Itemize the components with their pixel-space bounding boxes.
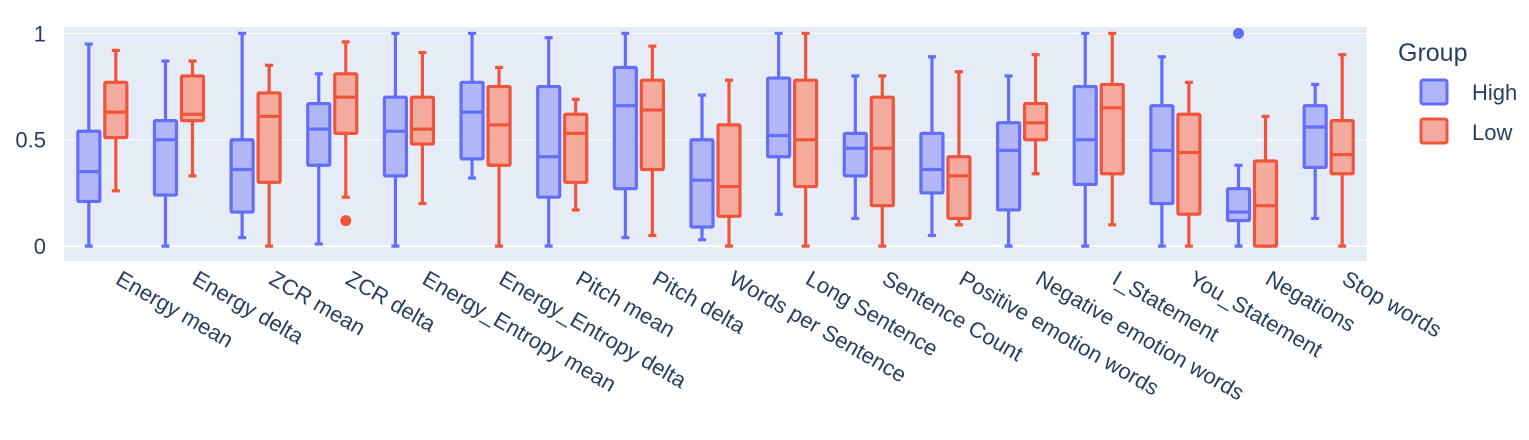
box-high-13[interactable]	[995, 74, 1022, 248]
legend: Group High Low	[1398, 39, 1517, 145]
iqr-box	[612, 65, 638, 191]
iqr-box	[409, 95, 436, 146]
legend-label-high: High	[1472, 80, 1517, 105]
iqr-box	[256, 91, 282, 184]
iqr-box	[919, 131, 945, 195]
box-low-13[interactable]	[1022, 53, 1049, 176]
box-high-15[interactable]	[1149, 55, 1175, 248]
iqr-box	[1329, 118, 1355, 176]
box-high-5[interactable]	[382, 31, 409, 248]
x-tick-label: Stop words	[1338, 266, 1446, 343]
box-low-16[interactable]	[1252, 114, 1279, 248]
y-tick-label: 0	[34, 234, 46, 259]
iqr-box	[946, 155, 972, 221]
iqr-box	[459, 80, 485, 161]
box-low-1[interactable]	[103, 48, 129, 193]
iqr-box	[1099, 82, 1125, 176]
iqr-box	[76, 129, 102, 204]
box-high-12[interactable]	[919, 55, 945, 238]
box-high-16[interactable]	[1225, 27, 1252, 248]
iqr-box	[1149, 104, 1175, 206]
box-high-8[interactable]	[612, 31, 638, 240]
box-high-11[interactable]	[842, 74, 868, 221]
box-low-9[interactable]	[716, 78, 742, 248]
iqr-box	[716, 123, 742, 218]
box-low-2[interactable]	[179, 59, 206, 178]
outlier-point	[1233, 27, 1245, 39]
iqr-box	[103, 80, 129, 140]
box-low-12[interactable]	[946, 70, 972, 227]
box-high-7[interactable]	[536, 36, 562, 248]
y-tick-label: 1	[34, 21, 46, 46]
box-low-4[interactable]	[333, 40, 359, 227]
legend-label-low: Low	[1472, 120, 1512, 145]
iqr-box	[689, 138, 715, 229]
box-high-10[interactable]	[766, 31, 792, 216]
box-high-9[interactable]	[689, 93, 715, 242]
box-high-1[interactable]	[76, 42, 102, 248]
box-low-11[interactable]	[869, 74, 895, 248]
box-high-4[interactable]	[306, 72, 332, 246]
y-tick-label: 0.5	[15, 128, 46, 153]
boxes	[76, 27, 1355, 248]
iqr-box	[842, 131, 868, 178]
iqr-box	[1072, 84, 1098, 187]
legend-item-high[interactable]: High	[1419, 78, 1517, 106]
legend-swatch-low	[1419, 117, 1449, 145]
iqr-box	[1225, 187, 1252, 223]
iqr-box	[382, 95, 409, 178]
iqr-box	[1176, 112, 1202, 216]
box-high-17[interactable]	[1302, 82, 1328, 221]
box-low-14[interactable]	[1099, 31, 1125, 227]
iqr-box	[152, 118, 179, 197]
legend-swatch-high	[1419, 78, 1449, 106]
iqr-box	[306, 101, 332, 167]
y-axis-ticks: 00.51	[15, 21, 46, 259]
box-high-3[interactable]	[229, 31, 255, 240]
legend-item-low[interactable]: Low	[1419, 117, 1512, 145]
iqr-box	[333, 72, 359, 135]
box-low-5[interactable]	[409, 50, 436, 206]
iqr-box	[869, 95, 895, 208]
iqr-box	[639, 78, 665, 172]
box-low-10[interactable]	[793, 31, 819, 248]
legend-title: Group	[1398, 39, 1467, 67]
box-low-6[interactable]	[486, 65, 512, 248]
box-low-15[interactable]	[1176, 80, 1202, 248]
box-high-6[interactable]	[459, 31, 485, 180]
iqr-box	[536, 84, 562, 199]
box-low-3[interactable]	[256, 63, 282, 248]
iqr-box	[766, 76, 792, 159]
iqr-box	[1302, 104, 1328, 170]
iqr-box	[563, 112, 589, 184]
iqr-box	[229, 138, 255, 214]
outlier-point	[340, 215, 352, 227]
box-low-8[interactable]	[639, 44, 665, 238]
box-high-14[interactable]	[1072, 31, 1098, 248]
iqr-box	[995, 121, 1022, 212]
box-low-7[interactable]	[563, 97, 589, 212]
iqr-box	[793, 78, 819, 189]
box-low-17[interactable]	[1329, 53, 1355, 248]
iqr-box	[179, 74, 206, 123]
iqr-box	[1252, 159, 1279, 248]
box-high-2[interactable]	[152, 59, 179, 248]
